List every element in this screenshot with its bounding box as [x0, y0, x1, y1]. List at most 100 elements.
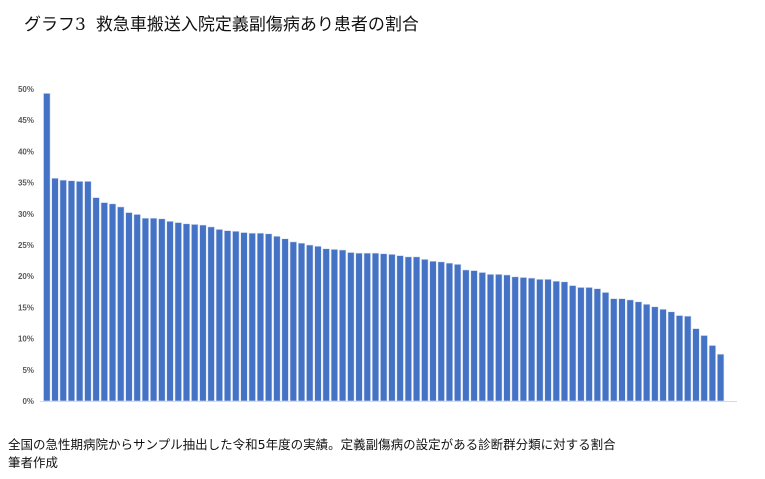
bar — [371, 252, 380, 402]
bar — [437, 261, 445, 402]
bar — [347, 252, 355, 402]
bar — [626, 299, 634, 402]
y-tick-label: 5% — [22, 366, 34, 375]
bar — [133, 214, 141, 402]
bar — [445, 262, 454, 402]
bar — [150, 217, 158, 402]
bar — [117, 206, 125, 402]
bar — [67, 180, 76, 402]
bar — [470, 270, 478, 402]
bar — [544, 279, 552, 402]
bar — [166, 220, 174, 402]
bar — [511, 276, 519, 402]
bar — [618, 298, 626, 402]
y-tick-label: 35% — [18, 179, 34, 188]
bar — [577, 287, 585, 402]
bar — [297, 242, 306, 402]
bar — [684, 315, 692, 402]
bar — [240, 232, 248, 402]
bar — [125, 212, 133, 402]
bar — [330, 249, 339, 402]
bar — [495, 274, 503, 402]
bars — [43, 93, 725, 402]
bar — [100, 202, 108, 402]
bar — [486, 274, 495, 402]
bar — [708, 345, 716, 402]
bar — [380, 253, 388, 402]
bar — [314, 245, 322, 402]
y-tick-label: 20% — [18, 272, 34, 281]
chart-title: グラフ3 救急車搬送入院定義副傷病あり患者の割合 — [24, 10, 419, 35]
bar — [585, 287, 593, 402]
y-tick-label: 15% — [18, 303, 34, 312]
chart-title-prefix: グラフ3 — [24, 15, 86, 35]
caption-line-2: 筆者作成 — [8, 455, 59, 470]
y-tick-label: 40% — [18, 147, 34, 156]
bar — [667, 311, 675, 402]
bar — [634, 301, 643, 402]
bar — [651, 306, 659, 402]
bar — [43, 93, 51, 402]
bar — [199, 224, 207, 402]
bar — [363, 252, 371, 402]
bar — [232, 230, 240, 402]
bar — [108, 203, 117, 402]
bar — [322, 248, 330, 402]
bar — [355, 252, 363, 402]
bar — [454, 264, 462, 402]
bar — [265, 233, 273, 402]
bar — [59, 179, 67, 402]
bar — [421, 259, 429, 402]
bar — [339, 249, 347, 402]
bar — [478, 272, 486, 402]
bar — [659, 308, 667, 402]
bar — [404, 256, 412, 402]
bar — [593, 288, 601, 402]
bar — [536, 279, 544, 402]
bar — [289, 241, 297, 402]
bar — [601, 292, 610, 402]
caption-line-1: 全国の急性期病院からサンプル抽出した令和5年度の実績。定義副傷病の設定がある診断… — [8, 437, 616, 452]
y-tick-label: 30% — [18, 210, 34, 219]
bar — [158, 218, 166, 402]
bar — [256, 232, 265, 402]
bar — [388, 254, 396, 402]
bar — [76, 181, 84, 402]
y-tick-label: 25% — [18, 241, 34, 250]
bar — [182, 223, 191, 402]
y-axis: 0% 5% 10% 15% 20% 25% 30% 35% 40% 45% 50% — [18, 85, 34, 406]
bar — [174, 222, 182, 402]
bar — [503, 274, 511, 402]
bar — [51, 177, 59, 402]
bar — [692, 328, 700, 402]
bar — [462, 269, 470, 402]
bar — [215, 229, 223, 402]
bar — [273, 235, 281, 402]
y-tick-label: 50% — [18, 85, 34, 94]
y-tick-label: 45% — [18, 116, 34, 125]
bar — [191, 224, 199, 402]
bar — [207, 226, 215, 402]
bar — [552, 280, 560, 402]
bar — [429, 260, 437, 402]
bar — [306, 244, 314, 402]
bar — [223, 230, 232, 402]
bar — [92, 197, 100, 402]
bar — [519, 277, 527, 402]
y-tick-label: 0% — [22, 397, 34, 406]
bar — [560, 281, 569, 402]
bar — [700, 335, 708, 402]
chart-title-text: 救急車搬送入院定義副傷病あり患者の割合 — [95, 15, 419, 35]
bar — [643, 303, 651, 402]
bar — [569, 285, 577, 402]
bar — [412, 256, 421, 402]
bar — [528, 277, 536, 402]
bar — [717, 353, 725, 402]
bar — [610, 298, 618, 402]
bar — [675, 315, 684, 402]
bar — [248, 232, 256, 402]
bar — [396, 255, 404, 402]
y-tick-label: 10% — [18, 335, 34, 344]
bar — [84, 181, 92, 402]
